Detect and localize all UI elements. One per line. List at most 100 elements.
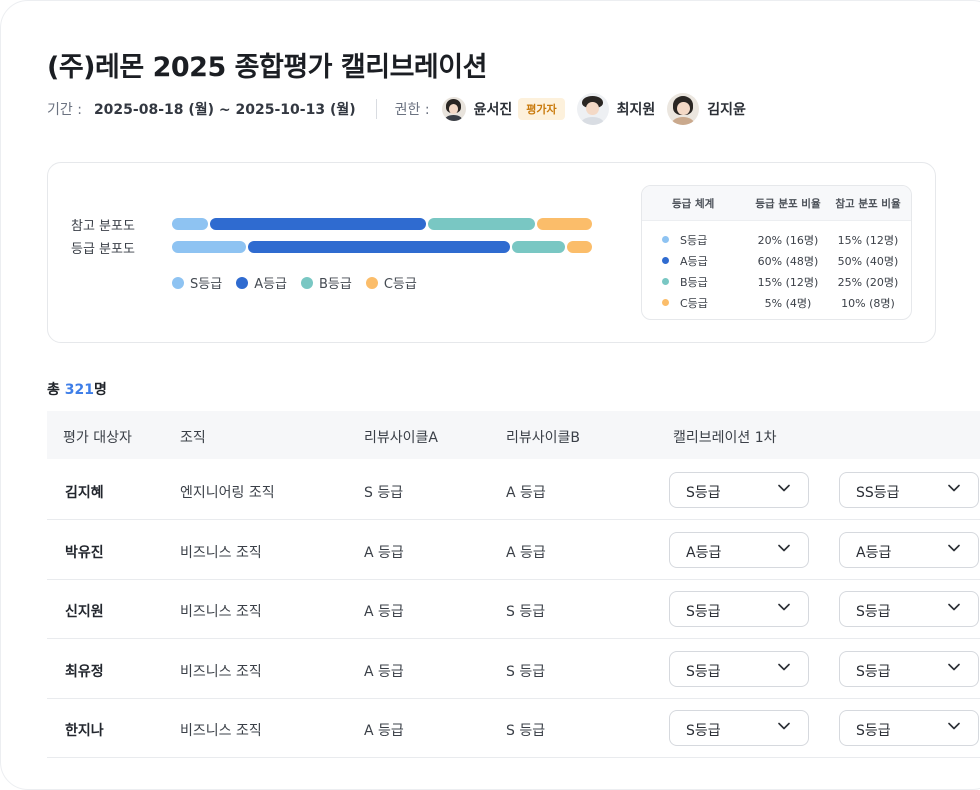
select-value: S등급 bbox=[856, 663, 891, 680]
legend-item-b: B등급 bbox=[301, 273, 352, 292]
organization: 비즈니스 조직 bbox=[180, 604, 262, 620]
avatar bbox=[576, 93, 609, 125]
chevron-down-icon bbox=[778, 663, 790, 670]
select-value: S등급 bbox=[856, 604, 891, 620]
table-row: 한지나 비즈니스 조직 A 등급 S 등급 S등급 S등급 bbox=[47, 698, 980, 758]
cycle-b-grade: A 등급 bbox=[506, 544, 546, 561]
legend-item-a: A등급 bbox=[236, 273, 287, 292]
grade-dot bbox=[662, 236, 669, 243]
total-number: 321 bbox=[64, 382, 94, 398]
cycle-a-grade: S 등급 bbox=[364, 485, 404, 501]
cycle-a-grade: A 등급 bbox=[364, 604, 404, 620]
reference-ratio: 50% (40명) bbox=[837, 254, 899, 268]
grade-ratio-table: 등급 체계 등급 분포 비율 참고 분포 비율 S등급 20% (16명) 15… bbox=[641, 185, 912, 320]
person-name: 김지윤 bbox=[707, 102, 746, 118]
total-suffix: 명 bbox=[94, 382, 107, 398]
select-value: A등급 bbox=[686, 544, 722, 561]
col-header-calibration-1: 캘리브레이션 1차 bbox=[673, 430, 777, 446]
calibration-grade-select-2[interactable]: A등급 bbox=[839, 531, 979, 568]
grade-table-header: 등급 체계 등급 분포 비율 참고 분포 비율 bbox=[642, 186, 911, 221]
bar-segment-S등급 bbox=[172, 218, 208, 230]
chevron-down-icon bbox=[948, 603, 960, 611]
grade-bar bbox=[172, 241, 592, 253]
cycle-b-grade: A 등급 bbox=[506, 485, 546, 501]
table-row: 최유정 비즈니스 조직 A 등급 S 등급 S등급 S등급 bbox=[47, 639, 980, 699]
legend-dot bbox=[172, 276, 184, 289]
calibration-grade-select-2[interactable]: S등급 bbox=[839, 710, 979, 746]
person-name: 윤서진 bbox=[473, 102, 513, 118]
cycle-a-grade: A 등급 bbox=[364, 723, 404, 739]
meta-bar: 기간 : 2025-08-18 (월) ~ 2025-10-13 (월) 권한 … bbox=[47, 93, 758, 125]
legend-item-c: C등급 bbox=[365, 273, 417, 292]
chevron-down-icon bbox=[948, 484, 960, 492]
bar-segment-C등급 bbox=[566, 241, 592, 253]
evaluee-name: 한지나 bbox=[65, 723, 104, 739]
col-header-org: 조직 bbox=[180, 430, 206, 446]
calibration-grade-select-2[interactable]: S등급 bbox=[839, 591, 979, 627]
legend-dot bbox=[236, 276, 249, 289]
person-yoon[interactable]: 윤서진 평가자 bbox=[441, 97, 565, 121]
avatar bbox=[667, 93, 700, 125]
calibration-grade-select[interactable]: S등급 bbox=[669, 591, 809, 627]
grade-ratio: 20% (16명) bbox=[757, 233, 819, 247]
cycle-b-grade: S 등급 bbox=[506, 723, 546, 739]
bar-segment-B등급 bbox=[512, 241, 565, 253]
chevron-down-icon bbox=[778, 603, 790, 611]
chevron-down-icon bbox=[778, 544, 790, 551]
page-title: (주)레몬 2025 종합평가 캘리브레이션 bbox=[47, 52, 487, 83]
table-row: 김지혜 엔지니어링 조직 S 등급 A 등급 S등급 SS등급 bbox=[47, 460, 980, 520]
grade-ratio: 15% (12명) bbox=[757, 275, 819, 289]
bar-segment-B등급 bbox=[428, 218, 536, 230]
calibration-grade-select[interactable]: A등급 bbox=[669, 531, 809, 568]
bar-label: 참고 분포도 bbox=[71, 218, 135, 234]
organization: 엔지니어링 조직 bbox=[180, 485, 275, 501]
person-kim[interactable]: 김지윤 bbox=[667, 93, 746, 125]
grade-dot bbox=[662, 278, 669, 285]
calibration-grade-select-2[interactable]: S등급 bbox=[839, 650, 979, 687]
grade-name: C등급 bbox=[680, 296, 708, 310]
bar-segment-A등급 bbox=[209, 218, 427, 230]
grade-table-row: A등급 60% (48명) 50% (40명) bbox=[642, 250, 911, 271]
person-name: 최지원 bbox=[616, 102, 656, 118]
total-prefix: 총 bbox=[47, 382, 60, 398]
legend-label: S등급 bbox=[190, 277, 223, 292]
meta-divider bbox=[375, 99, 377, 119]
evaluee-name: 박유진 bbox=[65, 544, 104, 561]
header-grade-ratio: 등급 분포 비율 bbox=[755, 197, 821, 210]
col-header-cycle-a: 리뷰사이클A bbox=[364, 430, 438, 446]
legend-item-s: S등급 bbox=[172, 273, 222, 292]
chart-legend: S등급 A등급 B등급 C등급 bbox=[172, 273, 431, 292]
table-row: 신지원 비즈니스 조직 A 등급 S 등급 S등급 S등급 bbox=[47, 579, 980, 639]
grade-table-row: B등급 15% (12명) 25% (20명) bbox=[642, 271, 911, 292]
reference-distribution-row: 참고 분포도 bbox=[71, 217, 592, 234]
calibration-grade-select[interactable]: S등급 bbox=[669, 650, 809, 687]
authority-label: 권한 : bbox=[394, 102, 430, 118]
grade-dot bbox=[662, 299, 669, 306]
reference-ratio: 25% (20명) bbox=[837, 275, 899, 289]
header-grade-system: 등급 체계 bbox=[672, 197, 715, 210]
organization: 비즈니스 조직 bbox=[180, 723, 262, 739]
header-reference-ratio: 참고 분포 비율 bbox=[835, 197, 901, 210]
evaluee-name: 최유정 bbox=[65, 663, 104, 680]
table-header: 평가 대상자 조직 리뷰사이클A 리뷰사이클B 캘리브레이션 1차 bbox=[47, 411, 980, 459]
select-value: S등급 bbox=[686, 663, 721, 680]
cycle-b-grade: S 등급 bbox=[506, 604, 546, 620]
col-header-name: 평가 대상자 bbox=[63, 430, 132, 446]
person-choi[interactable]: 최지원 bbox=[576, 93, 656, 125]
period-label: 기간 : bbox=[47, 102, 82, 118]
select-value: S등급 bbox=[686, 723, 721, 739]
select-value: A등급 bbox=[856, 544, 892, 561]
period-value: 2025-08-18 (월) ~ 2025-10-13 (월) bbox=[93, 102, 356, 118]
select-value: S등급 bbox=[686, 485, 721, 501]
calibration-grade-select[interactable]: S등급 bbox=[669, 472, 809, 508]
legend-label: C등급 bbox=[383, 277, 417, 292]
calibration-grade-select-2[interactable]: SS등급 bbox=[839, 472, 979, 508]
cycle-b-grade: S 등급 bbox=[506, 663, 546, 680]
select-value: SS등급 bbox=[856, 485, 900, 501]
grade-name: B등급 bbox=[680, 275, 708, 289]
grade-ratio: 5% (4명) bbox=[764, 296, 812, 310]
evaluee-name: 김지혜 bbox=[65, 485, 104, 501]
grade-distribution-row: 등급 분포도 bbox=[71, 240, 592, 257]
calibration-grade-select[interactable]: S등급 bbox=[669, 710, 809, 746]
